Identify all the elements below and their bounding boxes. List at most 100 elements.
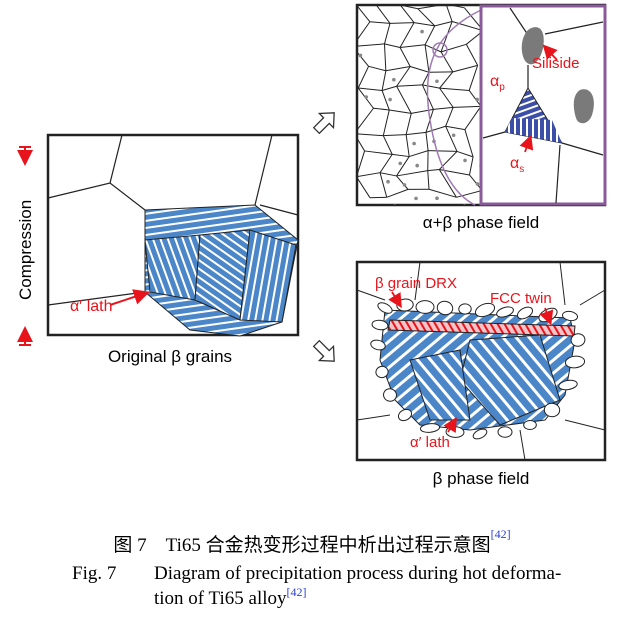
drx-grain: [497, 426, 513, 438]
grain-boundary: [399, 44, 426, 49]
beta-grain-drx-label: β grain DRX: [375, 275, 457, 292]
caption-english-ref: [42]: [286, 585, 307, 599]
fcc-twin-label: FCC twin: [490, 290, 552, 307]
grain-boundary: [452, 64, 478, 73]
grain-boundary: [382, 109, 390, 136]
siliside-dot: [358, 53, 363, 58]
grain-boundary: [382, 135, 393, 155]
alpha-s-symbol: α: [510, 155, 519, 172]
siliside-dot: [463, 204, 466, 205]
siliside-particle: [521, 27, 544, 65]
siliside-dot: [435, 196, 439, 201]
grain-boundary: [357, 43, 385, 47]
siliside-dot: [386, 179, 390, 184]
grain-boundary: [396, 86, 412, 114]
grain-boundary: [445, 107, 454, 127]
grain-boundary: [424, 44, 430, 73]
grain-boundary: [379, 172, 388, 198]
grain-boundary: [417, 8, 436, 27]
drx-grain: [523, 420, 537, 430]
caption-chinese-text: 图 7 Ti65 合金热变形过程中析出过程示意图: [113, 535, 491, 556]
grain-boundary: [399, 47, 411, 67]
alpha-beta-phase-field-panel: Siliside αp αs: [355, 3, 607, 207]
siliside-dot: [402, 183, 407, 187]
caption-english-text1: Diagram of precipitation process during …: [154, 563, 562, 584]
alpha-s-subscript: s: [519, 164, 524, 175]
grain-boundary: [425, 132, 429, 151]
drx-grains: [370, 298, 586, 440]
grain-boundary: [358, 87, 383, 92]
grain-boundary: [373, 107, 390, 111]
grain-boundary: [453, 105, 481, 108]
grain-boundary: [428, 150, 458, 152]
grain-boundary: [396, 84, 423, 87]
grain-boundary: [427, 170, 430, 190]
siliside-dot: [463, 158, 467, 163]
caption-english-line2: tion of Ti65 alloy[42]: [154, 585, 624, 610]
grain-boundary: [405, 134, 410, 157]
original-beta-grains-panel: α′ lath: [46, 133, 300, 337]
grain-boundary: [389, 22, 415, 24]
grain-boundary: [468, 65, 479, 91]
caption-fig-number: Fig. 7: [72, 563, 117, 584]
grain-boundary: [385, 66, 411, 72]
grain-boundary: [456, 150, 474, 158]
grain-boundary: [399, 22, 415, 48]
alpha-s-label: αs: [510, 155, 524, 175]
original-beta-grains-label: Original β grains: [108, 347, 232, 366]
grain-boundary: [357, 5, 364, 7]
grain-boundary: [357, 150, 366, 177]
alpha-prime-lath-grain: [144, 204, 299, 337]
grain-boundary: [375, 5, 391, 24]
drx-grain: [564, 355, 586, 369]
grain-boundary: [445, 125, 465, 131]
grain-boundary: [399, 5, 415, 23]
drx-grain: [562, 310, 578, 322]
caption-chinese: 图 7 Ti65 合金热变形过程中析出过程示意图[42]: [0, 527, 624, 557]
grain-boundary: [456, 190, 481, 198]
grain-boundary: [427, 169, 440, 172]
siliside-dot: [398, 161, 403, 166]
siliside-dot: [420, 29, 424, 34]
grain-boundary: [465, 44, 479, 66]
grain-boundary: [396, 175, 409, 190]
drx-grain: [570, 333, 586, 347]
alpha-p-symbol: α: [490, 73, 499, 90]
alpha-lath-label-right: α′ lath: [410, 434, 450, 451]
grain-boundary: [439, 71, 454, 89]
grain-boundary: [445, 5, 453, 22]
process-arrow-down-icon: [312, 339, 335, 362]
grain-boundary: [468, 90, 481, 107]
drx-grain: [558, 379, 578, 391]
siliside-dot: [364, 95, 369, 99]
grain-boundary: [417, 5, 444, 10]
grain-boundary: [396, 156, 410, 177]
grain-boundary: [381, 70, 387, 91]
grain-boundary: [381, 90, 390, 111]
beta-phase-field-panel: β grain DRX FCC twin α′ lath: [355, 260, 607, 462]
grain-boundary: [440, 21, 453, 53]
grain-boundary: [445, 126, 458, 152]
grain-boundary: [381, 85, 397, 92]
drx-grain: [496, 306, 514, 318]
siliside-dot: [392, 77, 396, 82]
alpha-lath-label-left: α′ lath: [70, 298, 113, 315]
drx-grain: [383, 388, 397, 402]
drx-grain: [415, 300, 435, 314]
grain-boundary: [357, 133, 384, 137]
drx-grain: [543, 402, 561, 418]
siliside-dot: [451, 133, 456, 138]
grain-boundary: [413, 22, 435, 27]
siliside-dot: [475, 97, 479, 102]
grain-boundary: [364, 150, 393, 155]
grain-boundary: [447, 5, 465, 9]
drx-grain: [397, 408, 413, 422]
process-arrow-up-icon: [312, 112, 335, 135]
drx-grain: [370, 339, 386, 351]
grain-boundary: [357, 137, 366, 152]
siliside-dot: [415, 163, 420, 168]
grain-boundary: [379, 172, 397, 177]
drx-grain: [375, 365, 389, 379]
alpha-beta-phase-field-label: α+β phase field: [423, 213, 540, 232]
grain-boundary: [357, 66, 370, 89]
